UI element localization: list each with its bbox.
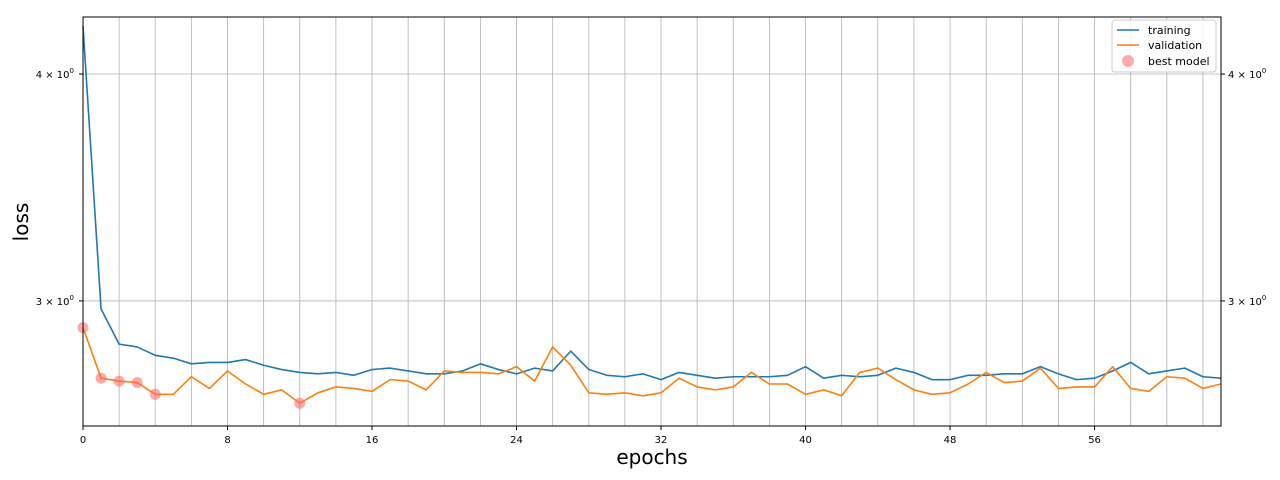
legend-training-label: training <box>1148 24 1191 37</box>
series-layer <box>82 26 1222 405</box>
y-tick-label-left: 3 × 100 <box>36 294 74 308</box>
x-tick-label: 16 <box>366 435 379 446</box>
y-tick-label-right: 4 × 100 <box>1228 67 1266 81</box>
best-model-point <box>95 372 107 384</box>
training-line <box>82 26 1222 381</box>
x-tick-label: 0 <box>80 435 86 446</box>
x-tick-label: 48 <box>944 435 957 446</box>
legend-validation-label: validation <box>1148 39 1202 52</box>
horizontal-gridlines <box>83 73 1221 302</box>
best-model-point <box>131 377 143 389</box>
best-model-point <box>294 397 306 409</box>
validation-line <box>82 327 1222 405</box>
plot-background <box>83 17 1221 426</box>
x-tick-label: 56 <box>1088 435 1101 446</box>
y-tick-label-left: 4 × 100 <box>36 67 74 81</box>
y-axis-label: loss <box>9 203 33 242</box>
best-model-point <box>113 375 125 387</box>
best-model-point <box>149 388 161 400</box>
y-tick-label-right: 3 × 100 <box>1228 294 1266 308</box>
x-tick-label: 24 <box>510 435 523 446</box>
y-axis-ticks: 3 × 100 3 × 100 4 × 100 4 × 100 <box>36 67 1267 308</box>
legend-best-model-label: best model <box>1148 55 1210 68</box>
best-model-markers <box>77 322 306 409</box>
legend-best-model-swatch <box>1122 55 1134 67</box>
x-tick-label: 32 <box>655 435 668 446</box>
x-tick-label: 40 <box>799 435 812 446</box>
x-axis-ticks: 0 8 16 24 32 40 48 56 <box>80 426 1101 446</box>
plot-frame <box>82 16 1222 427</box>
legend-box <box>1111 19 1217 73</box>
x-axis-label: epochs <box>616 445 687 469</box>
x-tick-label: 8 <box>224 435 230 446</box>
vertical-gridlines <box>82 17 1204 426</box>
legend: training validation best model <box>1111 19 1217 73</box>
